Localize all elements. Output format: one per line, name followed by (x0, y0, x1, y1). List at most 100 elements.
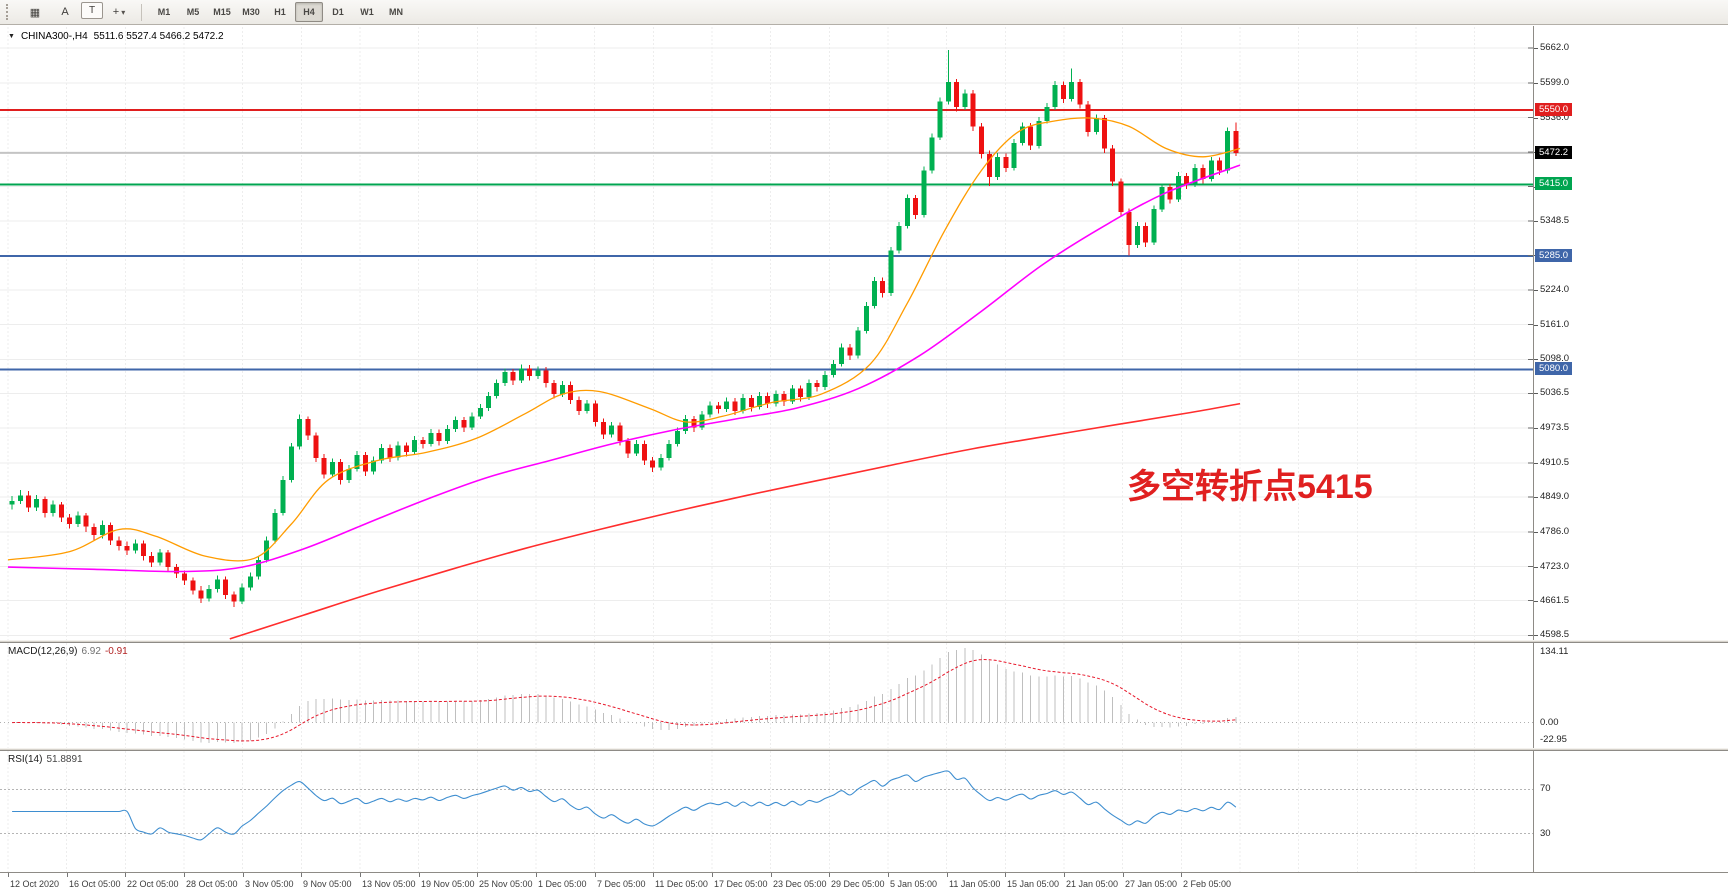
price-tick-label: 5536.0 (1540, 112, 1570, 123)
charts-grid-icon[interactable]: ▦ (29, 6, 41, 19)
candle (157, 552, 163, 563)
candle (1011, 143, 1017, 168)
time-label: 23 Dec 05:00 (773, 879, 827, 889)
candle (716, 405, 721, 410)
candle (970, 93, 976, 127)
price-tick-label: 5348.5 (1540, 215, 1570, 226)
candle (100, 525, 105, 535)
timeframe-mn[interactable]: MN (389, 7, 403, 17)
candle (34, 499, 40, 508)
symbol-dropdown-arrow[interactable]: ▼ (8, 33, 15, 40)
cursor-crosshair-tool[interactable]: + ▾ (112, 6, 126, 18)
candle (855, 330, 861, 356)
candle (182, 573, 188, 581)
candle (765, 395, 771, 404)
timeframe-h4[interactable]: H4 (295, 2, 323, 22)
candle (428, 432, 434, 444)
text-label-tool[interactable]: T (81, 1, 103, 19)
candle (510, 372, 516, 381)
time-tick-mark (1005, 873, 1006, 877)
candle (625, 441, 631, 454)
time-label: 16 Oct 05:00 (69, 879, 121, 889)
time-tick-mark (771, 873, 772, 877)
timeframe-m1[interactable]: M1 (157, 7, 171, 17)
candle (921, 170, 927, 215)
price-level-tag-5550.0[interactable]: 5550.0 (1535, 103, 1573, 116)
price-tick-label: 4598.5 (1540, 629, 1570, 640)
candle (1093, 118, 1099, 132)
candle (658, 457, 664, 468)
candle (872, 281, 877, 306)
candle (822, 374, 828, 387)
candle (91, 526, 97, 536)
vertical-grid (7, 27, 1476, 640)
candle (559, 384, 565, 395)
candle (609, 425, 615, 435)
price-axis[interactable]: 5662.05599.05536.05473.55411.05348.55286… (1533, 26, 1728, 872)
candle (1044, 107, 1050, 121)
candle (674, 431, 680, 444)
chart-title: ▼ CHINA300-,H4 5511.6 5527.4 5466.2 5472… (8, 31, 224, 42)
price-axis-tick-mark (1534, 601, 1538, 602)
timeframe-m5[interactable]: M5 (186, 7, 200, 17)
candle (1134, 225, 1140, 246)
time-axis[interactable]: 12 Oct 2020 16 Oct 05:00 22 Oct 05:00 28 Oc… (0, 872, 1728, 895)
candle (297, 419, 303, 447)
candle (1200, 167, 1206, 179)
candle (1143, 225, 1148, 243)
candle (798, 388, 804, 397)
candle (486, 395, 491, 408)
dropdown-caret-icon: ▾ (121, 7, 126, 17)
candle (313, 435, 319, 458)
candle (1233, 130, 1239, 153)
time-tick-mark (595, 873, 596, 877)
macd-panel-canvas[interactable] (0, 643, 1533, 748)
time-label: 3 Nov 05:00 (245, 879, 294, 889)
rsi-line (12, 770, 1237, 841)
price-level-tag-5080.0[interactable]: 5080.0 (1535, 362, 1573, 375)
price-tick-label: 4723.0 (1540, 561, 1570, 572)
price-level-tag-5415.0[interactable]: 5415.0 (1535, 177, 1573, 190)
candle (1028, 126, 1034, 146)
rsi-panel-canvas[interactable] (0, 751, 1533, 872)
candle (880, 281, 886, 294)
candle (403, 445, 409, 453)
panel-separator[interactable] (0, 748, 1728, 751)
rsi-value: 51.8891 (46, 754, 83, 765)
timeframe-d1[interactable]: D1 (332, 7, 344, 17)
macd-histogram (19, 648, 1237, 743)
candle (707, 405, 713, 415)
candle (83, 515, 89, 527)
candle (691, 419, 697, 428)
timeframe-m15[interactable]: M15 (213, 7, 231, 17)
candle (1019, 126, 1025, 143)
candle (231, 594, 237, 602)
candle (913, 198, 919, 215)
toolbar-drag-handle[interactable] (6, 4, 12, 20)
candle (280, 479, 286, 513)
candle (173, 567, 179, 574)
price-tick-label: 5036.5 (1540, 387, 1570, 398)
toolbar-separator (141, 3, 142, 21)
arrow-text-tool[interactable]: A (61, 6, 69, 18)
time-label: 12 Oct 2020 (10, 879, 60, 889)
candle (642, 444, 647, 461)
price-axis-tick-mark (1534, 532, 1538, 533)
price-level-tag-5285.0[interactable]: 5285.0 (1535, 249, 1573, 262)
price-axis-tick-mark (1534, 83, 1538, 84)
timeframe-h1[interactable]: H1 (274, 7, 286, 17)
candle (1225, 130, 1231, 171)
timeframe-w1[interactable]: W1 (360, 7, 374, 17)
text-annotation[interactable]: 多空转折点5415 (1127, 468, 1373, 506)
price-level-tag-5472.2[interactable]: 5472.2 (1535, 146, 1573, 159)
candle (1077, 82, 1083, 105)
toolbar-tools: ▦ A T + ▾ (21, 1, 133, 23)
main-chart-canvas[interactable]: 多空转折点5415 (0, 27, 1533, 640)
candle (42, 499, 48, 513)
time-label: 5 Jan 05:00 (890, 879, 938, 889)
panel-separator[interactable] (0, 640, 1728, 643)
candle (1126, 212, 1132, 246)
candle (1159, 187, 1165, 210)
timeframe-m30[interactable]: M30 (242, 7, 260, 17)
price-tick-label: 4849.0 (1540, 491, 1570, 502)
